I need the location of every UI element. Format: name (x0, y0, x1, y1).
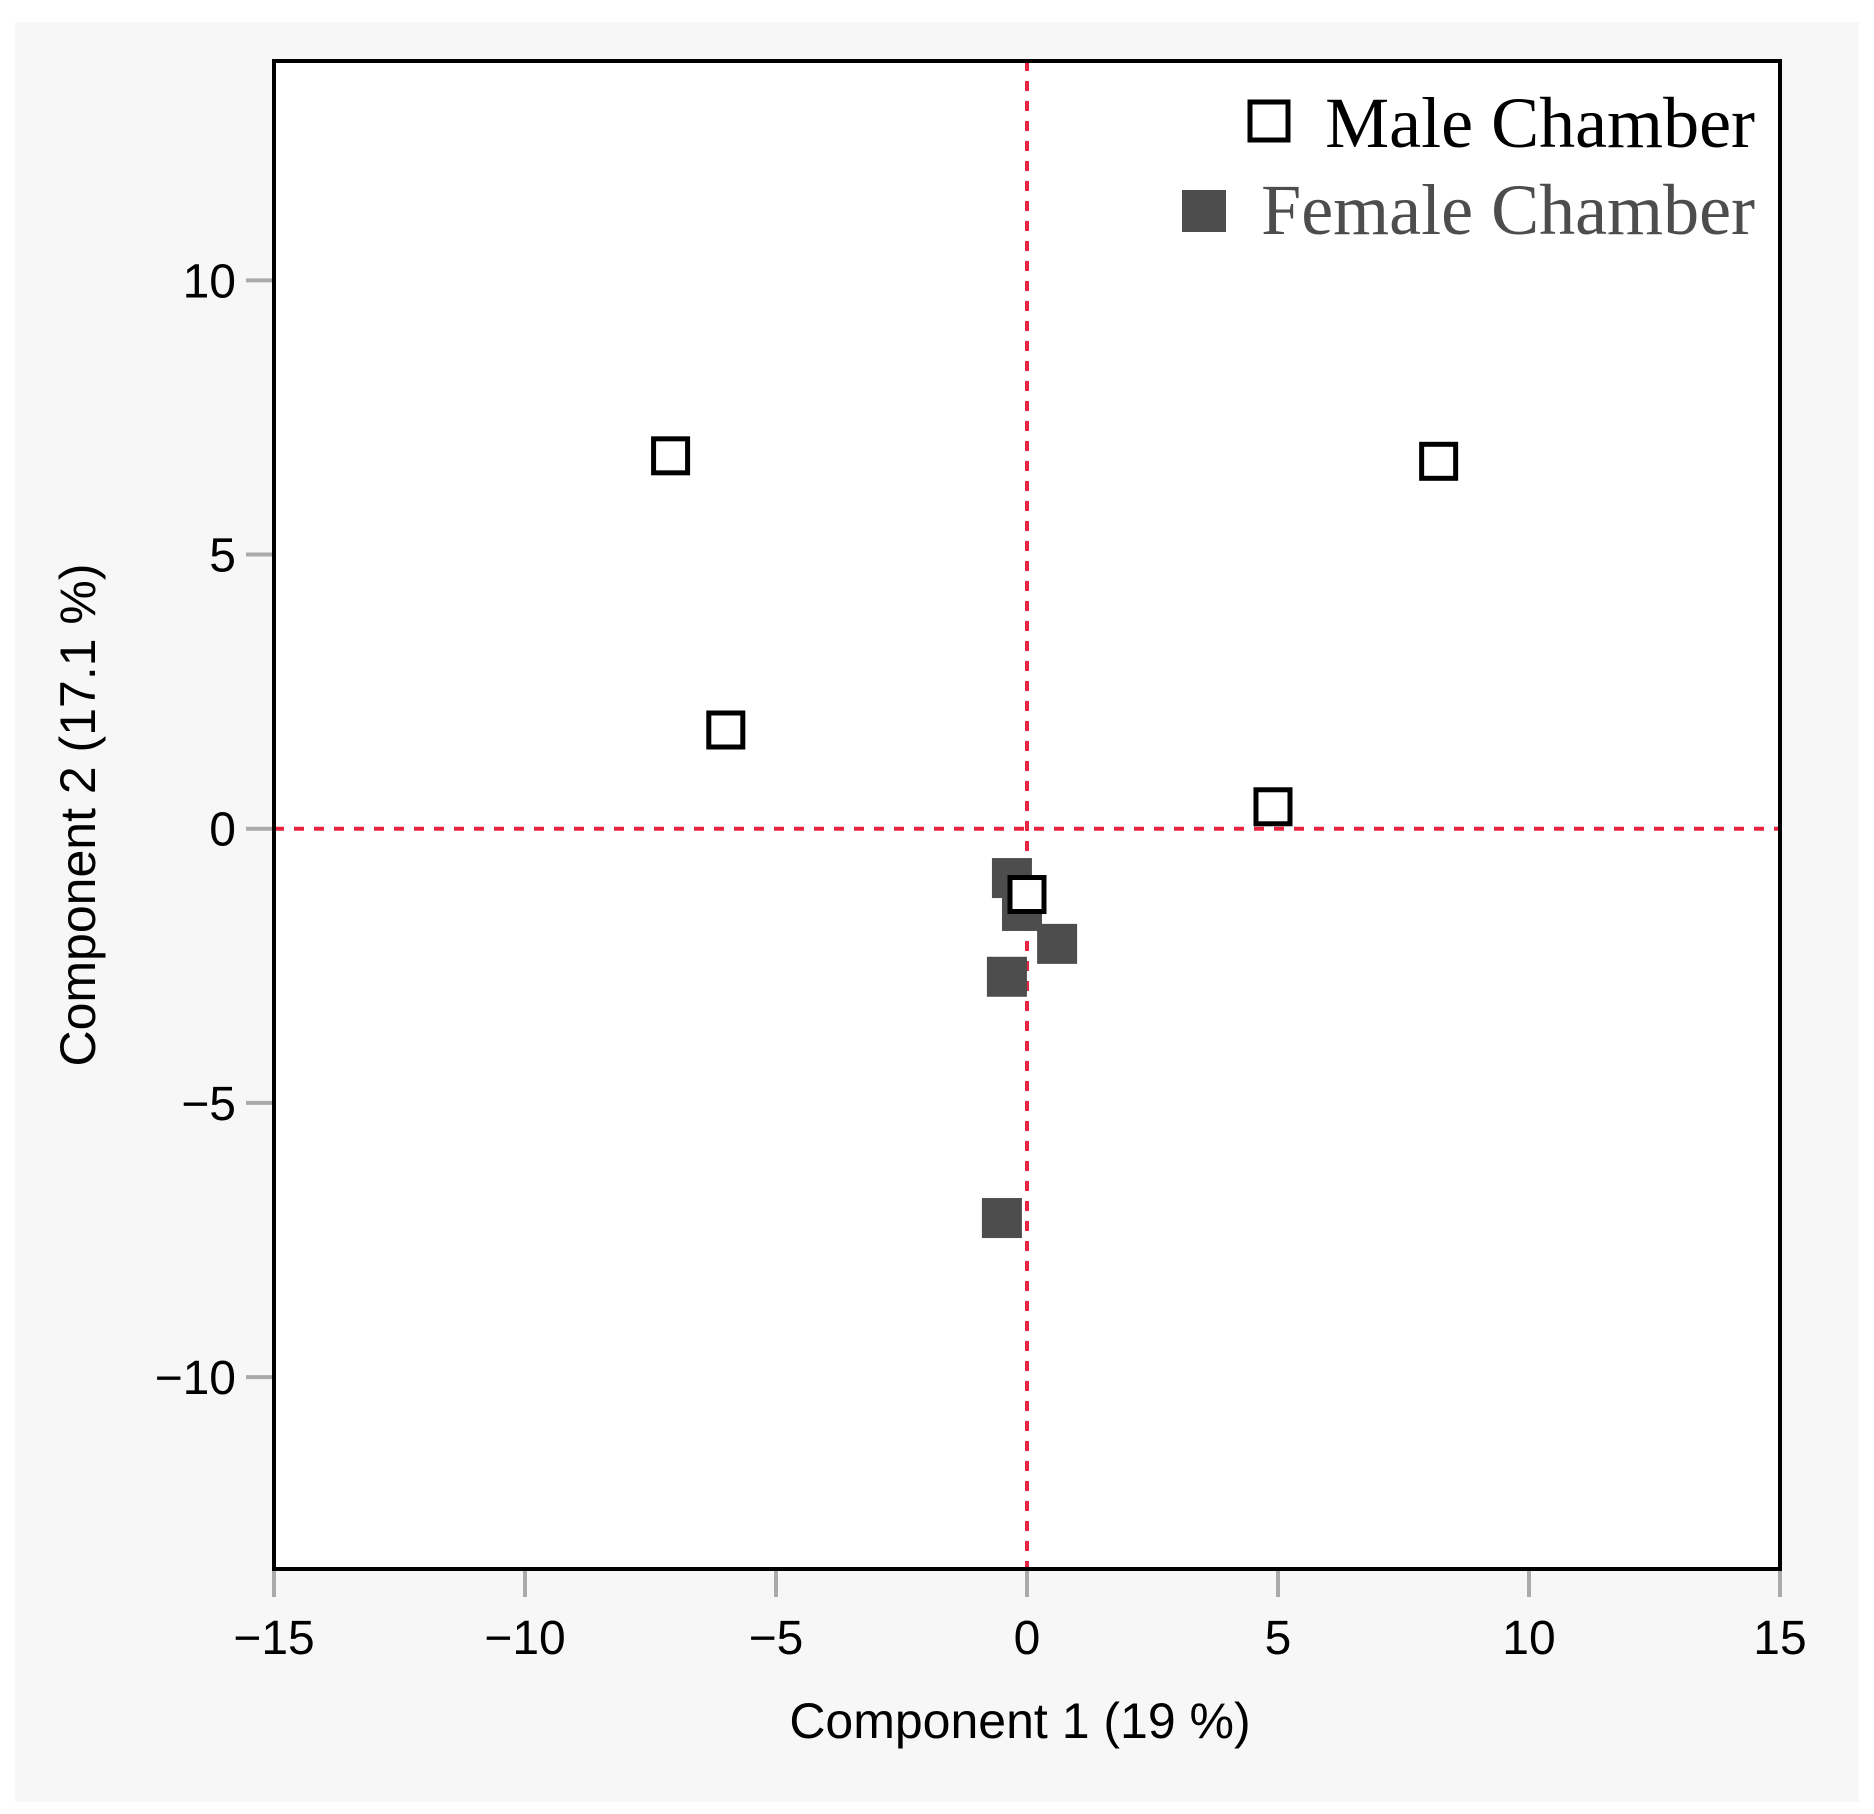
y-tick-label: 10 (183, 255, 236, 308)
data-points (651, 436, 1459, 1239)
legend-marker-male (1247, 99, 1291, 143)
male-chamber-point (1419, 441, 1459, 481)
y-axis-title: Component 2 (17.1 %) (50, 563, 106, 1066)
y-tick-label: 5 (209, 530, 236, 583)
male-chamber-point (1253, 787, 1293, 827)
female-chamber-point (981, 1198, 1022, 1239)
plot-area (274, 61, 1780, 1569)
legend: Male Chamber Female Chamber (1182, 83, 1755, 250)
male-chamber-point (651, 436, 691, 476)
x-tick-label: −10 (484, 1612, 565, 1665)
x-axis-ticks: −15 −10 −5 0 5 10 15 (233, 1569, 1807, 1665)
plot-frame (272, 59, 1782, 1571)
legend-marker-female (1182, 190, 1226, 232)
x-tick-label: 15 (1753, 1612, 1806, 1665)
y-axis-ticks: −10 −5 0 5 10 (155, 255, 274, 1405)
male-chamber-point (1007, 875, 1047, 915)
y-tick-label: −5 (181, 1078, 236, 1131)
x-tick-label: −5 (749, 1612, 804, 1665)
legend-label-female: Female Chamber (1261, 170, 1755, 250)
male-chamber-point (706, 710, 746, 750)
x-tick-label: −15 (233, 1612, 314, 1665)
y-tick-label: −10 (155, 1352, 236, 1405)
legend-label-male: Male Chamber (1325, 83, 1755, 163)
x-tick-label: 0 (1014, 1612, 1041, 1665)
x-axis-title: Component 1 (19 %) (789, 1693, 1250, 1749)
female-chamber-point (986, 956, 1027, 997)
x-tick-label: 5 (1265, 1612, 1292, 1665)
y-tick-label: 0 (209, 804, 236, 857)
female-chamber-point (1037, 923, 1078, 964)
x-tick-label: 10 (1502, 1612, 1555, 1665)
